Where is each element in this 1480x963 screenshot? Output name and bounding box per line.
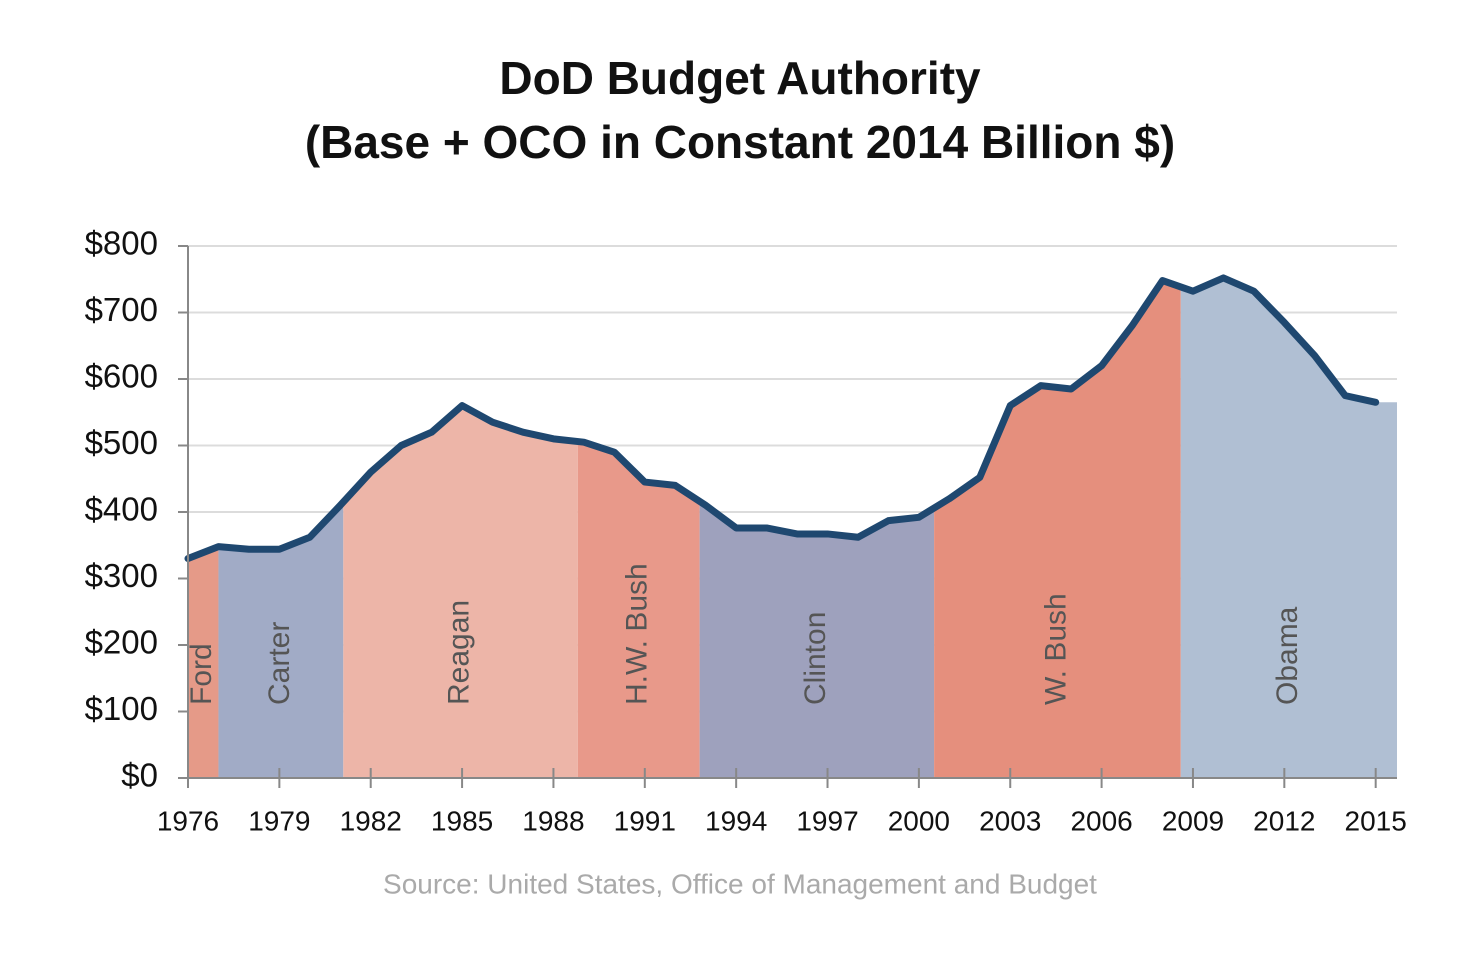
x-tick-label: 1976 <box>157 805 219 836</box>
y-tick-label: $300 <box>85 557 158 594</box>
x-tick-label: 1982 <box>340 805 402 836</box>
y-tick-label: $200 <box>85 624 158 661</box>
y-tick-label: $500 <box>85 424 158 461</box>
president-label: Clinton <box>799 612 832 705</box>
president-label: Reagan <box>442 600 475 705</box>
x-tick-label: 2015 <box>1345 805 1407 836</box>
x-tick-label: 2003 <box>979 805 1041 836</box>
president-label: Ford <box>185 643 218 705</box>
president-label: H.W. Bush <box>621 563 654 705</box>
y-tick-label: $100 <box>85 690 158 727</box>
x-tick-label: 2006 <box>1070 805 1132 836</box>
x-tick-label: 1985 <box>431 805 493 836</box>
x-tick-label: 1988 <box>522 805 584 836</box>
president-label: W. Bush <box>1039 593 1072 705</box>
x-tick-label: 1979 <box>248 805 310 836</box>
x-tick-label: 1994 <box>705 805 767 836</box>
y-tick-label: $0 <box>121 757 158 794</box>
y-tick-label: $700 <box>85 291 158 328</box>
x-tick-label: 1991 <box>614 805 676 836</box>
x-tick-label: 2009 <box>1162 805 1224 836</box>
x-tick-label: 2012 <box>1253 805 1315 836</box>
x-tick-label: 2000 <box>888 805 950 836</box>
chart-subtitle: (Base + OCO in Constant 2014 Billion $) <box>305 116 1175 168</box>
y-tick-label: $800 <box>85 225 158 262</box>
y-tick-label: $600 <box>85 358 158 395</box>
president-label: Obama <box>1271 606 1304 705</box>
line <box>184 274 1380 563</box>
y-tick-label: $400 <box>85 491 158 528</box>
chart-title: DoD Budget Authority <box>499 52 981 104</box>
source-note: Source: United States, Office of Managem… <box>383 868 1097 899</box>
bands <box>188 277 1397 778</box>
president-label: Carter <box>263 622 296 705</box>
x-tick-label: 1997 <box>796 805 858 836</box>
